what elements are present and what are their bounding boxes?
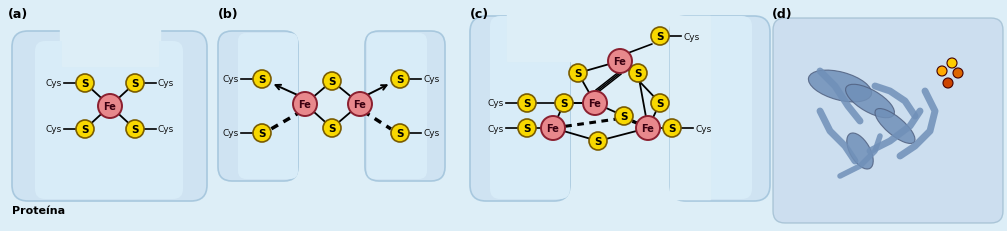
Text: (c): (c)	[470, 8, 489, 21]
FancyBboxPatch shape	[670, 17, 770, 201]
Bar	[507, 12, 572, 62]
Text: Cys: Cys	[423, 129, 439, 138]
Text: S: S	[657, 99, 664, 109]
Bar	[62, 29, 158, 67]
Circle shape	[947, 59, 957, 69]
Circle shape	[126, 121, 144, 138]
Text: S: S	[634, 69, 641, 79]
Text: Cys: Cys	[45, 79, 62, 88]
Text: S: S	[524, 99, 531, 109]
Circle shape	[518, 94, 536, 112]
Text: Cys: Cys	[487, 99, 504, 108]
Circle shape	[569, 65, 587, 83]
Text: S: S	[524, 123, 531, 134]
Text: S: S	[131, 79, 139, 89]
Text: Fe: Fe	[641, 123, 655, 134]
Text: Cys: Cys	[223, 129, 239, 138]
Circle shape	[651, 28, 669, 46]
Text: Cys: Cys	[423, 75, 439, 84]
Text: S: S	[396, 75, 404, 85]
Text: S: S	[594, 137, 602, 146]
Text: (a): (a)	[8, 8, 28, 21]
Circle shape	[651, 94, 669, 112]
Ellipse shape	[875, 109, 915, 144]
Text: Cys: Cys	[223, 75, 239, 84]
Text: Fe: Fe	[298, 100, 311, 109]
FancyBboxPatch shape	[218, 32, 298, 181]
Text: Fe: Fe	[588, 99, 601, 109]
Circle shape	[663, 119, 681, 137]
Circle shape	[293, 93, 317, 116]
FancyBboxPatch shape	[365, 32, 445, 181]
Text: S: S	[82, 79, 89, 89]
Text: S: S	[131, 125, 139, 134]
Text: S: S	[328, 123, 335, 134]
Text: (d): (d)	[772, 8, 793, 21]
Text: Cys: Cys	[158, 79, 174, 88]
Text: Cys: Cys	[695, 124, 711, 133]
Text: Cys: Cys	[45, 125, 62, 134]
Text: Fe: Fe	[613, 57, 626, 67]
Circle shape	[391, 71, 409, 89]
Text: Cys: Cys	[158, 125, 174, 134]
Circle shape	[323, 119, 341, 137]
Circle shape	[253, 125, 271, 142]
Circle shape	[937, 67, 947, 77]
Circle shape	[518, 119, 536, 137]
Circle shape	[555, 94, 573, 112]
Bar	[670, 17, 710, 199]
Circle shape	[589, 132, 607, 150]
Text: S: S	[560, 99, 568, 109]
Text: S: S	[396, 128, 404, 138]
Text: Fe: Fe	[547, 123, 560, 134]
Text: Cys: Cys	[487, 124, 504, 133]
FancyBboxPatch shape	[773, 19, 1003, 223]
Circle shape	[636, 116, 660, 140]
FancyBboxPatch shape	[367, 34, 427, 179]
Text: S: S	[574, 69, 582, 79]
Ellipse shape	[809, 71, 872, 103]
Circle shape	[608, 50, 632, 74]
Text: S: S	[258, 75, 266, 85]
Circle shape	[126, 75, 144, 93]
Ellipse shape	[847, 133, 873, 169]
Circle shape	[953, 69, 963, 79]
Circle shape	[943, 79, 953, 89]
Text: Fe: Fe	[104, 102, 117, 112]
Text: Fe: Fe	[353, 100, 367, 109]
Text: (b): (b)	[218, 8, 239, 21]
Text: Proteína: Proteína	[12, 205, 65, 215]
Circle shape	[615, 108, 633, 125]
FancyBboxPatch shape	[470, 17, 570, 201]
Circle shape	[98, 94, 122, 119]
Circle shape	[348, 93, 372, 116]
Circle shape	[323, 73, 341, 91]
Circle shape	[583, 92, 607, 116]
Circle shape	[541, 116, 565, 140]
Text: S: S	[657, 32, 664, 42]
Text: S: S	[669, 123, 676, 134]
FancyBboxPatch shape	[238, 34, 298, 179]
FancyBboxPatch shape	[35, 42, 183, 199]
Circle shape	[76, 75, 94, 93]
FancyBboxPatch shape	[490, 17, 570, 199]
Circle shape	[253, 71, 271, 89]
Text: S: S	[620, 112, 627, 122]
Circle shape	[629, 65, 648, 83]
Circle shape	[391, 125, 409, 142]
Text: S: S	[82, 125, 89, 134]
Text: S: S	[328, 77, 335, 87]
Text: Cys: Cys	[683, 32, 699, 41]
Text: S: S	[258, 128, 266, 138]
Ellipse shape	[846, 85, 894, 118]
Circle shape	[76, 121, 94, 138]
FancyBboxPatch shape	[672, 17, 752, 199]
FancyBboxPatch shape	[12, 32, 207, 201]
Bar	[60, 27, 160, 67]
